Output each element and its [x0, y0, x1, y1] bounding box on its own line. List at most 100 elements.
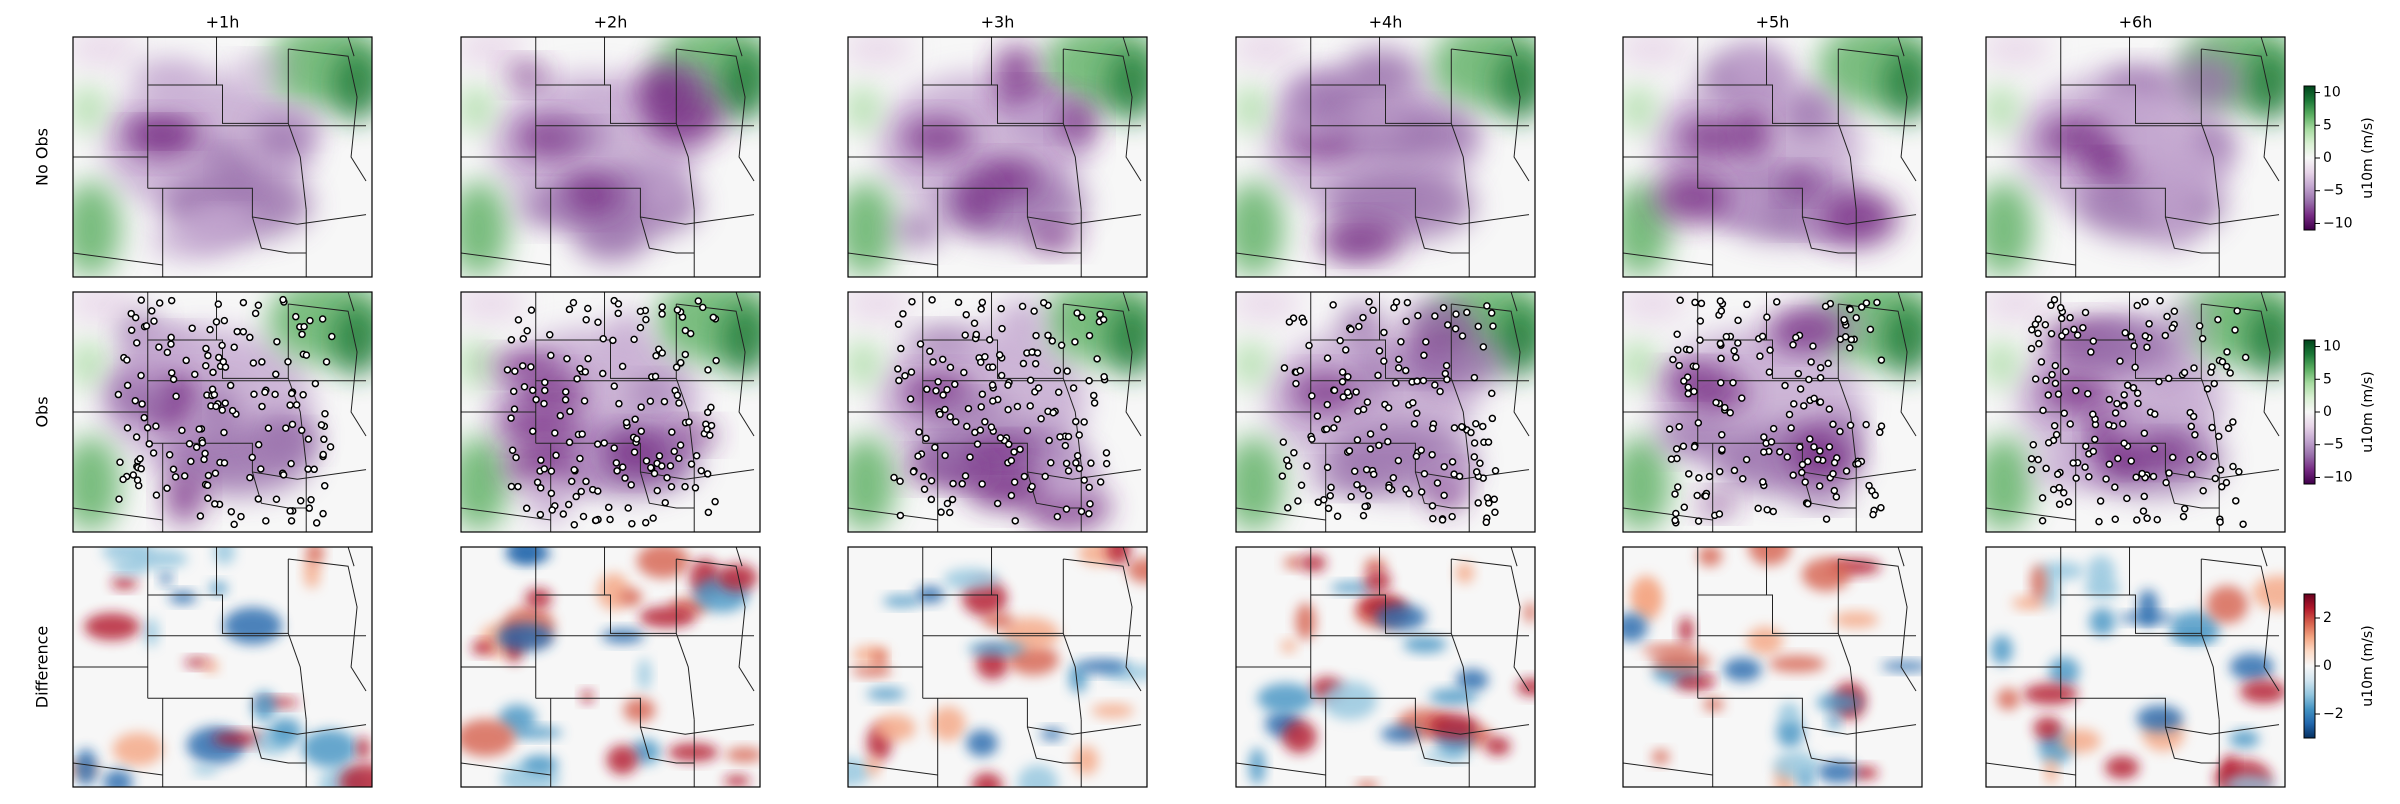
obs-station	[1717, 354, 1725, 363]
obs-station	[1491, 508, 1499, 517]
field-blob	[111, 559, 149, 575]
obs-station	[206, 325, 214, 334]
colorbar-tick-label: 10	[2323, 85, 2341, 101]
obs-station	[2051, 361, 2060, 370]
state-border	[1063, 558, 1142, 692]
obs-station	[1760, 433, 1768, 441]
state-border	[2200, 559, 2220, 720]
field-blob	[1077, 659, 1128, 674]
obs-station	[577, 487, 586, 496]
obs-station	[581, 368, 590, 376]
panel-frame	[847, 546, 1148, 788]
obs-station	[192, 443, 201, 451]
obs-station	[621, 474, 629, 482]
obs-station	[2091, 435, 2099, 444]
field-blob	[966, 468, 1049, 508]
obs-station	[2034, 329, 2042, 338]
map-panel	[72, 546, 373, 788]
obs-station	[1836, 335, 1845, 344]
field-blob	[1819, 191, 1900, 245]
panel-frame	[1622, 291, 1923, 533]
obs-station	[1102, 459, 1111, 468]
obs-station	[1080, 476, 1088, 484]
obs-station	[2073, 331, 2082, 339]
field-blob	[190, 765, 219, 776]
state-border	[1697, 594, 1839, 634]
field-blob	[1317, 221, 1403, 261]
obs-station	[251, 309, 260, 318]
map-field	[848, 37, 1147, 277]
obs-station	[642, 457, 651, 465]
obs-station	[1049, 408, 1057, 417]
obs-station	[1472, 468, 1481, 476]
obs-station	[2139, 507, 2148, 515]
obs-station	[941, 451, 949, 460]
field-blob	[1010, 94, 1070, 141]
obs-station	[1673, 330, 1681, 339]
obs-station	[961, 472, 970, 480]
state-border	[347, 547, 355, 567]
obs-station	[1339, 393, 1348, 401]
field-blob	[202, 660, 219, 673]
obs-station	[943, 499, 952, 508]
field-blob	[339, 763, 372, 787]
obs-station	[1877, 503, 1885, 512]
obs-station	[1053, 366, 1062, 375]
obs-station	[1330, 386, 1339, 395]
obs-station	[1342, 346, 1350, 354]
obs-station	[1062, 459, 1071, 468]
obs-station	[2133, 301, 2141, 310]
obs-station	[1776, 448, 1784, 456]
obs-station	[1072, 417, 1080, 426]
state-border	[922, 84, 1064, 124]
obs-station	[2127, 457, 2136, 465]
obs-station	[2034, 455, 2042, 464]
colorbar-tick-label: −10	[2323, 469, 2353, 485]
obs-station	[1830, 486, 1839, 495]
obs-station	[1056, 433, 1064, 441]
obs-station	[614, 300, 623, 308]
state-border	[1063, 48, 1142, 182]
obs-station	[185, 439, 194, 448]
field-blob	[2229, 653, 2274, 681]
field-blob	[2104, 755, 2140, 780]
field-blob	[233, 57, 291, 80]
obs-station	[239, 327, 248, 336]
obs-station	[1790, 400, 1798, 408]
state-border	[1414, 726, 1470, 764]
obs-station	[1763, 505, 1771, 514]
state-border	[287, 49, 307, 210]
obs-station	[299, 391, 307, 399]
field-blob	[159, 572, 172, 585]
obs-station	[2208, 423, 2216, 432]
obs-station	[254, 440, 263, 449]
obs-station	[1069, 384, 1078, 392]
obs-station	[1102, 449, 1111, 457]
obs-station	[676, 441, 685, 449]
map-panel	[1622, 546, 1923, 788]
obs-station	[977, 358, 985, 367]
panel-frame	[72, 291, 373, 533]
obs-station	[559, 510, 568, 518]
obs-station	[2085, 472, 2093, 481]
obs-station	[1801, 478, 1809, 486]
obs-station	[1759, 478, 1767, 486]
obs-station	[1026, 376, 1035, 384]
field-blob	[1883, 304, 1922, 376]
obs-station	[1380, 423, 1388, 431]
state-border	[2060, 84, 2202, 124]
obs-station	[304, 435, 313, 443]
obs-station	[666, 462, 675, 470]
obs-station	[1395, 355, 1403, 364]
field-blob	[1257, 683, 1315, 714]
obs-station	[1684, 383, 1692, 392]
obs-station	[1857, 303, 1866, 311]
obs-station	[292, 312, 300, 321]
obs-station	[1016, 445, 1024, 454]
obs-station	[609, 336, 617, 345]
obs-station	[1053, 512, 1062, 521]
panel-frame	[72, 36, 373, 278]
field-blob	[1623, 340, 1656, 388]
obs-station	[1871, 491, 1879, 499]
obs-station	[246, 473, 254, 482]
